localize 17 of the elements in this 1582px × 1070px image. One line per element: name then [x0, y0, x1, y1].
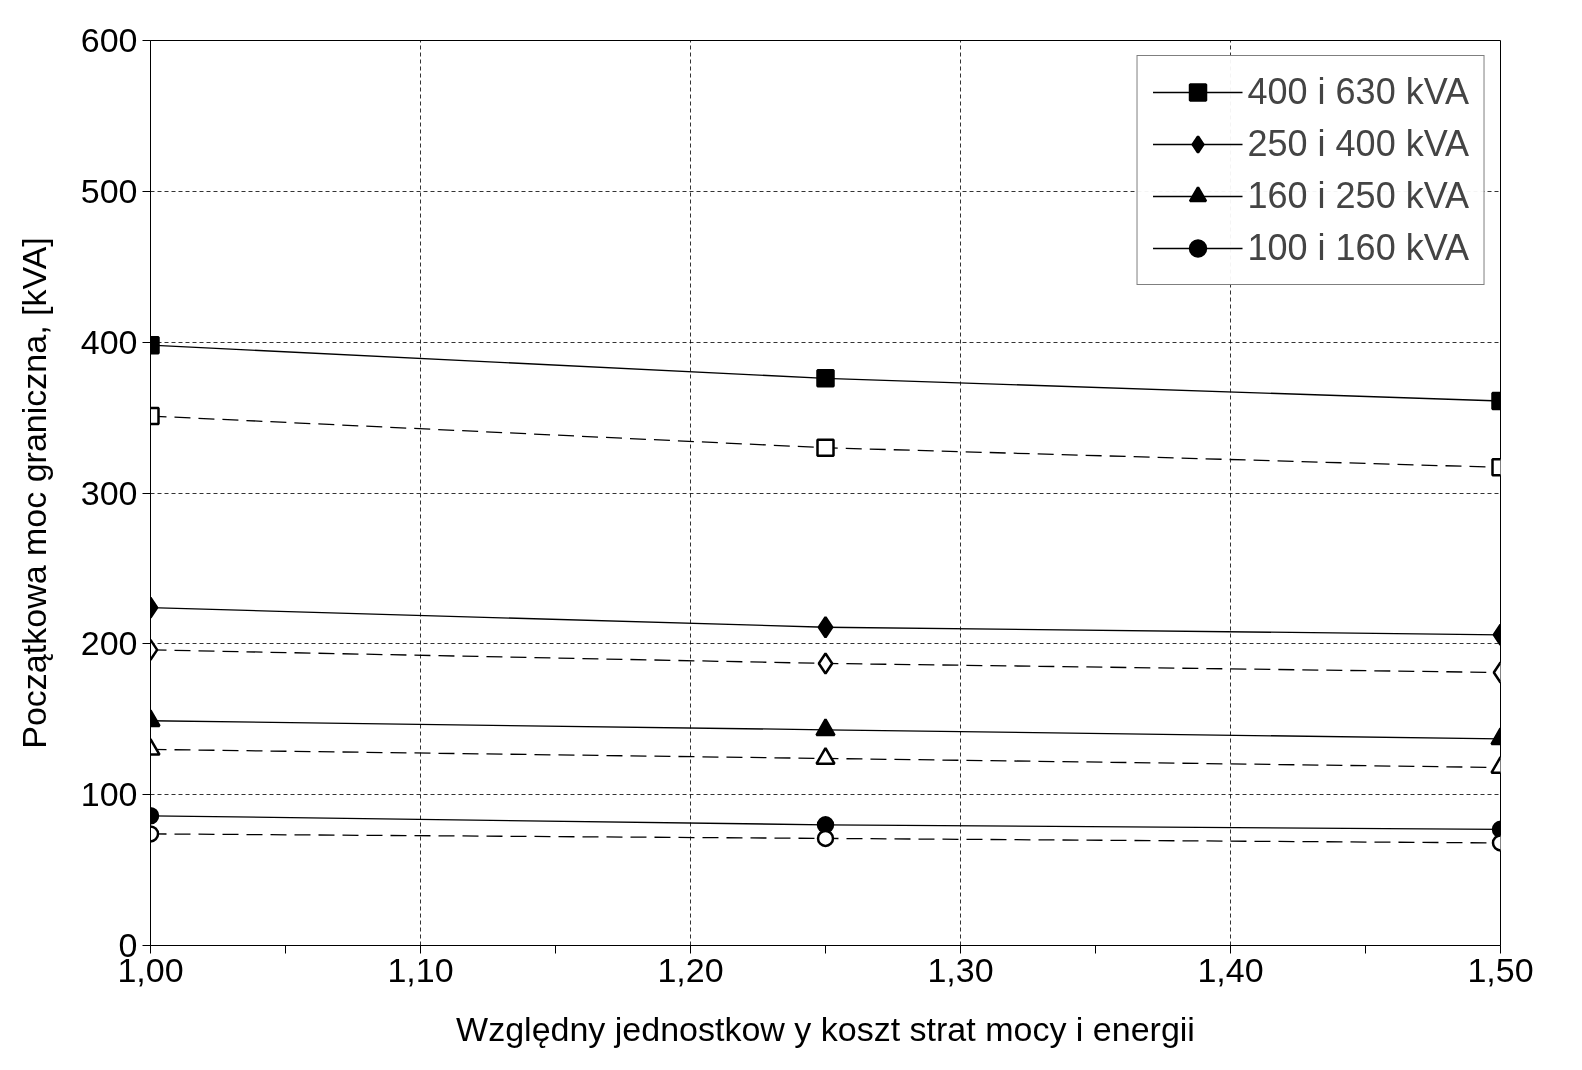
- y-tick-label: 200: [80, 624, 138, 663]
- legend-label: 250 i 400 kVA: [1247, 123, 1469, 165]
- y-tick-label: 300: [80, 473, 138, 512]
- x-axis-title: Względny jednostkow y koszt strat mocy i energii: [456, 1009, 1195, 1048]
- x-tick-label: 1,30: [927, 950, 994, 989]
- x-tick-label: 1,50: [1467, 950, 1534, 989]
- x-tick-label: 1,10: [387, 950, 454, 989]
- legend-label: 160 i 250 kVA: [1247, 175, 1469, 217]
- x-tick-label: 1,20: [657, 950, 724, 989]
- legend-label: 400 i 630 kVA: [1247, 71, 1469, 113]
- y-tick-label: 600: [80, 21, 138, 59]
- y-axis-title: Początkowa moc graniczna, [kVA]: [14, 237, 53, 749]
- y-tick-label: 500: [80, 171, 138, 210]
- legend-label: 100 i 160 kVA: [1247, 227, 1469, 269]
- y-tick-label: 400: [80, 322, 138, 361]
- y-tick-label: 100: [80, 775, 138, 814]
- x-tick-label: 1,40: [1197, 950, 1264, 989]
